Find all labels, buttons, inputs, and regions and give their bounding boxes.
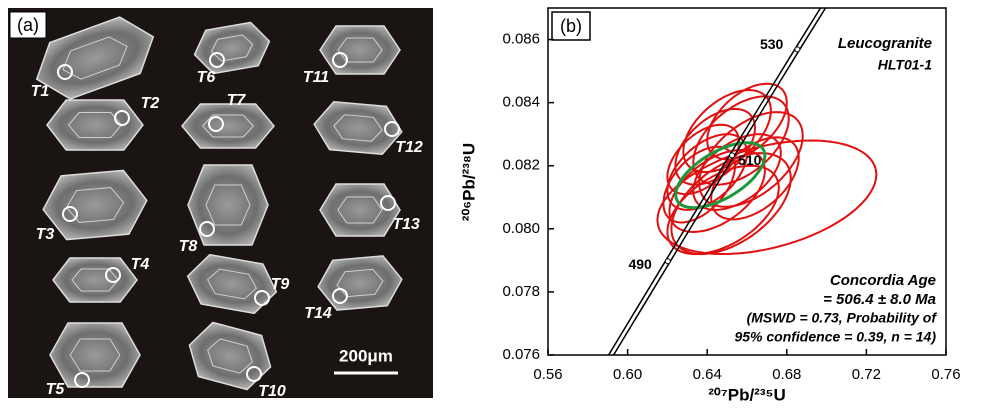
y-axis-label: ²⁰⁶Pb/²³⁸U — [459, 143, 478, 221]
panel-label: (a) — [17, 15, 39, 35]
plot-frame — [547, 7, 947, 356]
grain-label: T12 — [395, 139, 423, 156]
grain-label: T13 — [392, 216, 420, 233]
plot-area — [607, 8, 878, 355]
grain-label: T4 — [131, 256, 150, 273]
error-ellipse — [706, 82, 788, 161]
annotation: (MSWD = 0.73, Probability of — [747, 310, 938, 326]
grain — [319, 183, 401, 237]
grain-zoning — [205, 184, 251, 226]
grain-label: T8 — [179, 238, 198, 255]
spot — [380, 195, 396, 211]
panel-label-box — [551, 11, 591, 41]
y-tick-label: 0.084 — [502, 94, 540, 111]
grain-label: T2 — [141, 95, 160, 112]
spot — [62, 206, 78, 222]
annotation: = 506.4 ± 8.0 Ma — [823, 291, 936, 308]
grain-zoning — [337, 196, 383, 224]
spot — [57, 64, 73, 80]
spot — [254, 290, 270, 306]
grain-zoning — [202, 114, 254, 138]
spot — [246, 366, 262, 382]
spot — [332, 288, 348, 304]
y-tick-label: 0.080 — [502, 220, 540, 237]
grain-label: T10 — [258, 383, 286, 400]
x-tick-label: 0.64 — [693, 366, 722, 383]
grain — [317, 255, 403, 311]
x-axis-label: ²⁰⁷Pb/²³⁵U — [708, 385, 786, 404]
age-label: 490 — [628, 256, 652, 272]
grain — [193, 21, 271, 75]
x-tick-label: 0.76 — [931, 366, 960, 383]
grain-zoning — [207, 338, 253, 374]
annotation: 95% confidence = 0.39, n = 14) — [734, 329, 936, 345]
age-label: 530 — [760, 36, 784, 52]
error-ellipse — [692, 133, 782, 211]
spot — [114, 110, 130, 126]
grain-zoning — [69, 338, 121, 372]
grain — [188, 321, 272, 391]
scale-bar-label: 200μm — [339, 346, 393, 365]
panel-label-box — [9, 11, 47, 39]
grain-label: T5 — [46, 381, 66, 398]
grain-zoning — [62, 36, 128, 80]
grain — [181, 103, 275, 149]
spot — [208, 116, 224, 132]
panel-label: (b) — [560, 16, 582, 36]
error-ellipse — [710, 136, 800, 221]
grain — [46, 99, 144, 151]
x-tick-label: 0.56 — [533, 366, 562, 383]
grain-label: T9 — [271, 276, 290, 293]
grains: T1 T2 T3 T4 T5 T6 T7 T8 T9 T10 T11 T12 T13 T14 — [31, 16, 423, 400]
x-tick-label: 0.60 — [613, 366, 642, 383]
spot — [209, 52, 225, 68]
grain — [187, 164, 269, 246]
annotation: Concordia Age — [830, 272, 936, 289]
y-tick-label: 0.082 — [502, 157, 540, 174]
grain-zoning — [333, 114, 383, 142]
chart-subtitle: HLT01-1 — [878, 57, 932, 73]
grain-label: T1 — [31, 83, 50, 100]
error-ellipse — [666, 164, 780, 256]
y-tick-label: 0.076 — [502, 346, 540, 363]
y-tick-label: 0.078 — [502, 283, 540, 300]
grain-label: T7 — [227, 92, 247, 109]
spot — [105, 267, 121, 283]
spot — [384, 121, 400, 137]
error-ellipse — [698, 111, 804, 208]
grain-zoning — [65, 187, 125, 223]
spot — [332, 52, 348, 68]
chart-title: Leucogranite — [838, 35, 932, 52]
grain — [313, 101, 403, 155]
y-tick-label: 0.086 — [502, 31, 540, 48]
grain-label: T11 — [303, 69, 329, 86]
x-tick-label: 0.68 — [772, 366, 801, 383]
error-ellipse — [656, 139, 878, 256]
grain — [52, 257, 138, 303]
grain-zoning — [206, 268, 258, 300]
age-marker — [794, 46, 801, 53]
grain-label: T14 — [304, 305, 332, 322]
grain-label: T6 — [197, 69, 216, 86]
grain-zoning — [210, 34, 254, 62]
error-ellipse — [670, 152, 792, 256]
spot — [199, 221, 215, 237]
grain-label: T3 — [36, 226, 55, 243]
grain — [42, 169, 148, 241]
age-marker — [664, 258, 671, 265]
x-tick-label: 0.72 — [852, 366, 881, 383]
grain — [319, 25, 401, 75]
age-marker — [729, 152, 736, 159]
grain — [49, 322, 141, 388]
spot — [74, 372, 90, 388]
age-label: 510 — [738, 152, 762, 168]
